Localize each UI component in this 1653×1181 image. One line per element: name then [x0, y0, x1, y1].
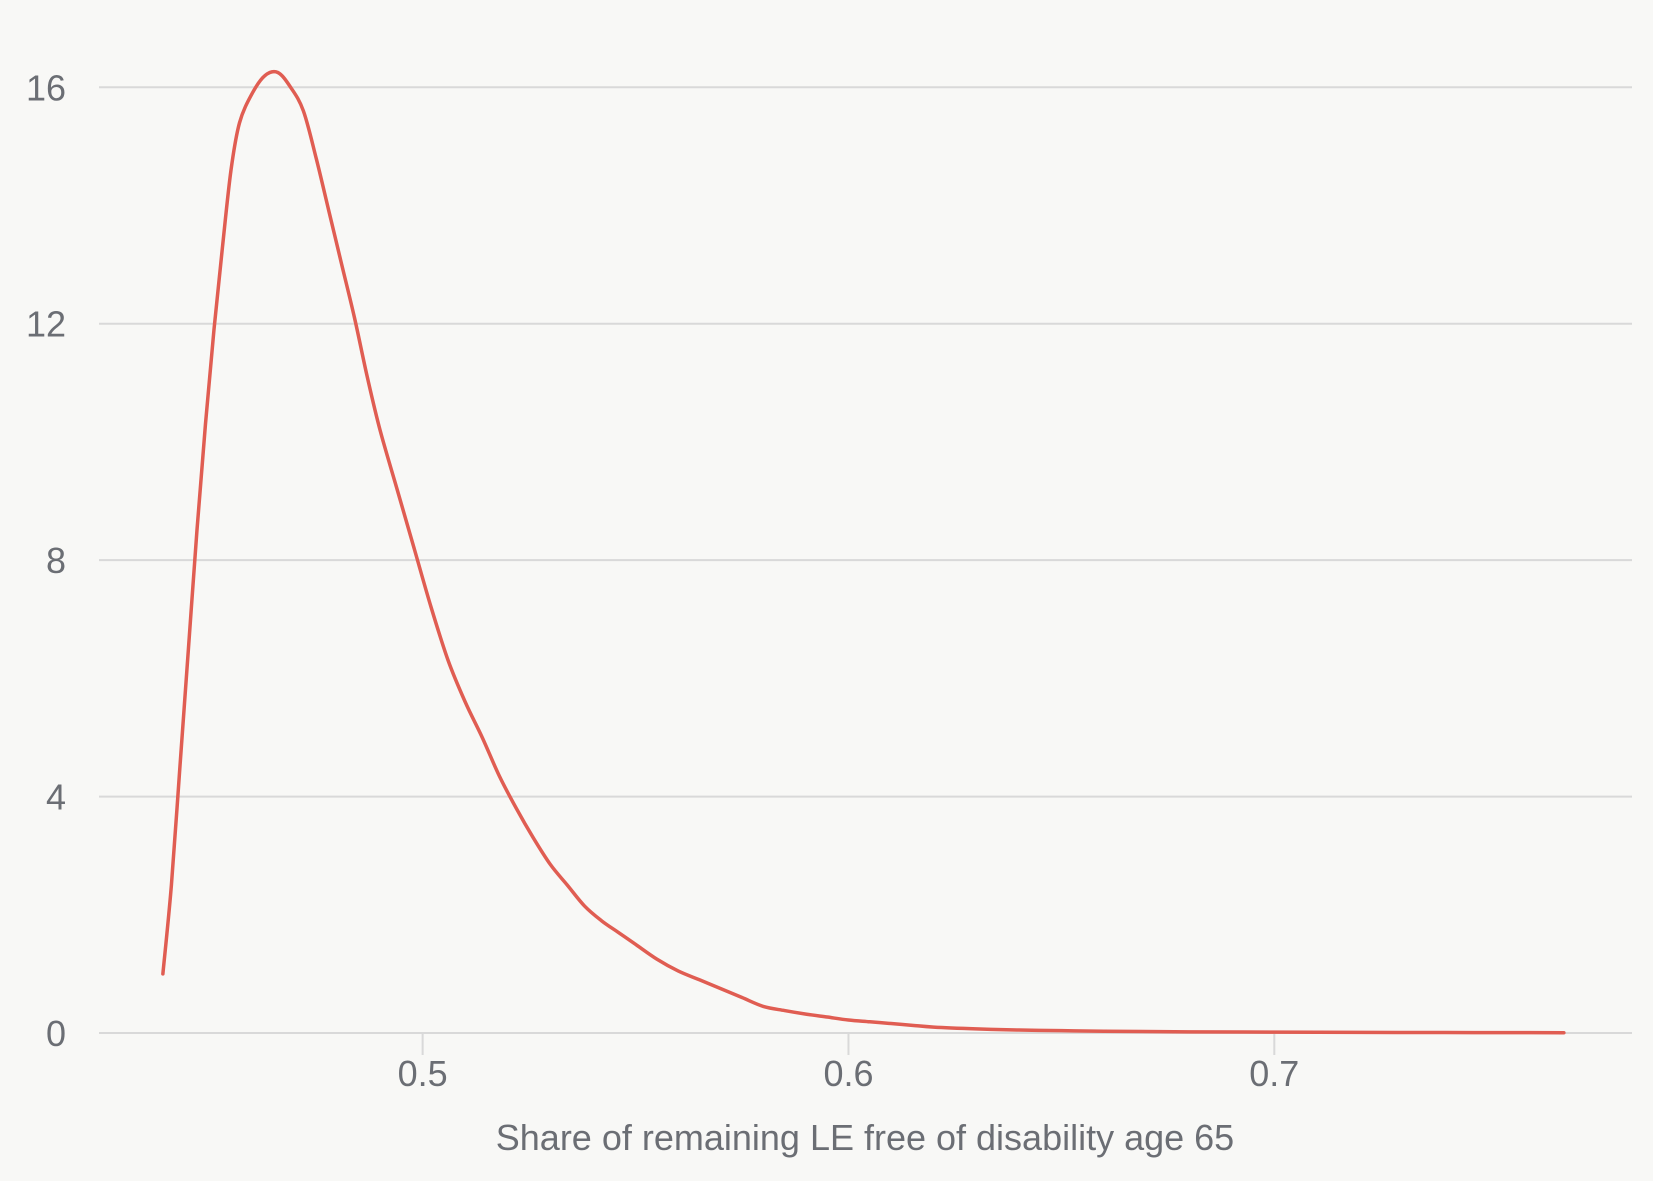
- x-axis-title: Share of remaining LE free of disability…: [496, 1117, 1234, 1158]
- y-tick-label: 16: [26, 67, 66, 108]
- y-tick-label: 8: [46, 540, 66, 581]
- y-axis-tick-labels: 0 4 8 12 16: [26, 67, 66, 1054]
- x-axis-ticks: [421, 1033, 1276, 1055]
- x-tick-label: 0.7: [1249, 1053, 1299, 1094]
- x-tick-label: 0.6: [823, 1053, 873, 1094]
- density-curve-0: [161, 69, 1566, 1035]
- y-tick-label: 12: [26, 304, 66, 345]
- x-axis-tick-labels: 0.5 0.6 0.7: [398, 1053, 1300, 1094]
- series-layer: [161, 69, 1566, 1035]
- y-tick-label: 0: [46, 1013, 66, 1054]
- x-tick-label: 0.5: [398, 1053, 448, 1094]
- grid-lines: [99, 86, 1632, 1034]
- y-tick-label: 4: [46, 777, 66, 818]
